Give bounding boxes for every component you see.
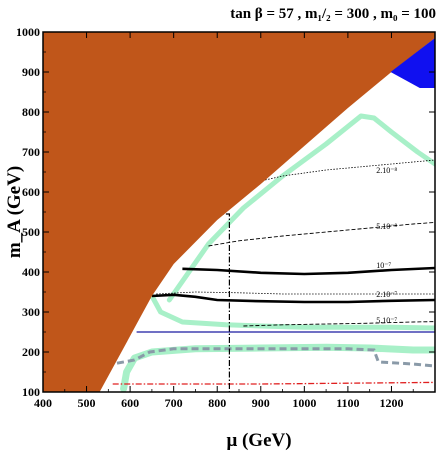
x-tick-label: 500 — [78, 396, 96, 410]
y-tick-label: 300 — [22, 305, 40, 319]
band-wmap-bottom — [120, 343, 435, 392]
series-line-4 — [156, 291, 435, 295]
series-line-7 — [116, 347, 435, 368]
x-tick-label: 700 — [165, 396, 183, 410]
band-wmap-upper — [166, 113, 435, 303]
chart-title: tan β = 57 , m₁/₂ = 300 , m₀ = 100 — [230, 6, 436, 22]
y-tick-label: 1000 — [16, 25, 40, 39]
contour-label-3: 2.10⁻⁷ — [376, 290, 397, 299]
y-tick-label: 100 — [22, 385, 40, 399]
y-axis-label: m_A (GeV) — [4, 166, 25, 258]
y-tick-label: 900 — [22, 65, 40, 79]
x-tick-label: 400 — [34, 396, 52, 410]
series-line-1 — [208, 221, 435, 247]
x-tick-label: 900 — [252, 396, 270, 410]
contour-label-2: 10⁻⁷ — [376, 261, 391, 270]
x-tick-label: 800 — [208, 396, 226, 410]
series-line-8 — [112, 381, 435, 385]
contour-label-4: 5.10⁻⁷ — [376, 316, 397, 325]
contour-label-0: 2.10⁻⁸ — [376, 166, 397, 175]
x-tick-label: 1000 — [292, 396, 316, 410]
x-tick-label: 600 — [121, 396, 139, 410]
y-tick-label: 600 — [22, 185, 40, 199]
y-tick-label: 400 — [22, 265, 40, 279]
y-tick-label: 500 — [22, 225, 40, 239]
series-line-2 — [182, 266, 435, 276]
band-wmap-lower — [149, 293, 435, 331]
y-tick-label: 200 — [22, 345, 40, 359]
plot-area: 2.10⁻⁸ 5.10⁻⁸ 10⁻⁷ 2.10⁻⁷ 5.10⁻⁷ — [43, 32, 435, 392]
y-tick-label: 700 — [22, 145, 40, 159]
region-blue — [390, 38, 435, 88]
x-axis-label: μ (GeV) — [226, 430, 291, 451]
contour-label-1: 5.10⁻⁸ — [376, 222, 397, 231]
series-line-3 — [151, 293, 435, 304]
series-line-5 — [243, 321, 435, 327]
y-tick-label: 800 — [22, 105, 40, 119]
x-tick-label: 1200 — [379, 396, 403, 410]
region-excluded — [43, 32, 435, 392]
x-tick-label: 1100 — [336, 396, 359, 410]
